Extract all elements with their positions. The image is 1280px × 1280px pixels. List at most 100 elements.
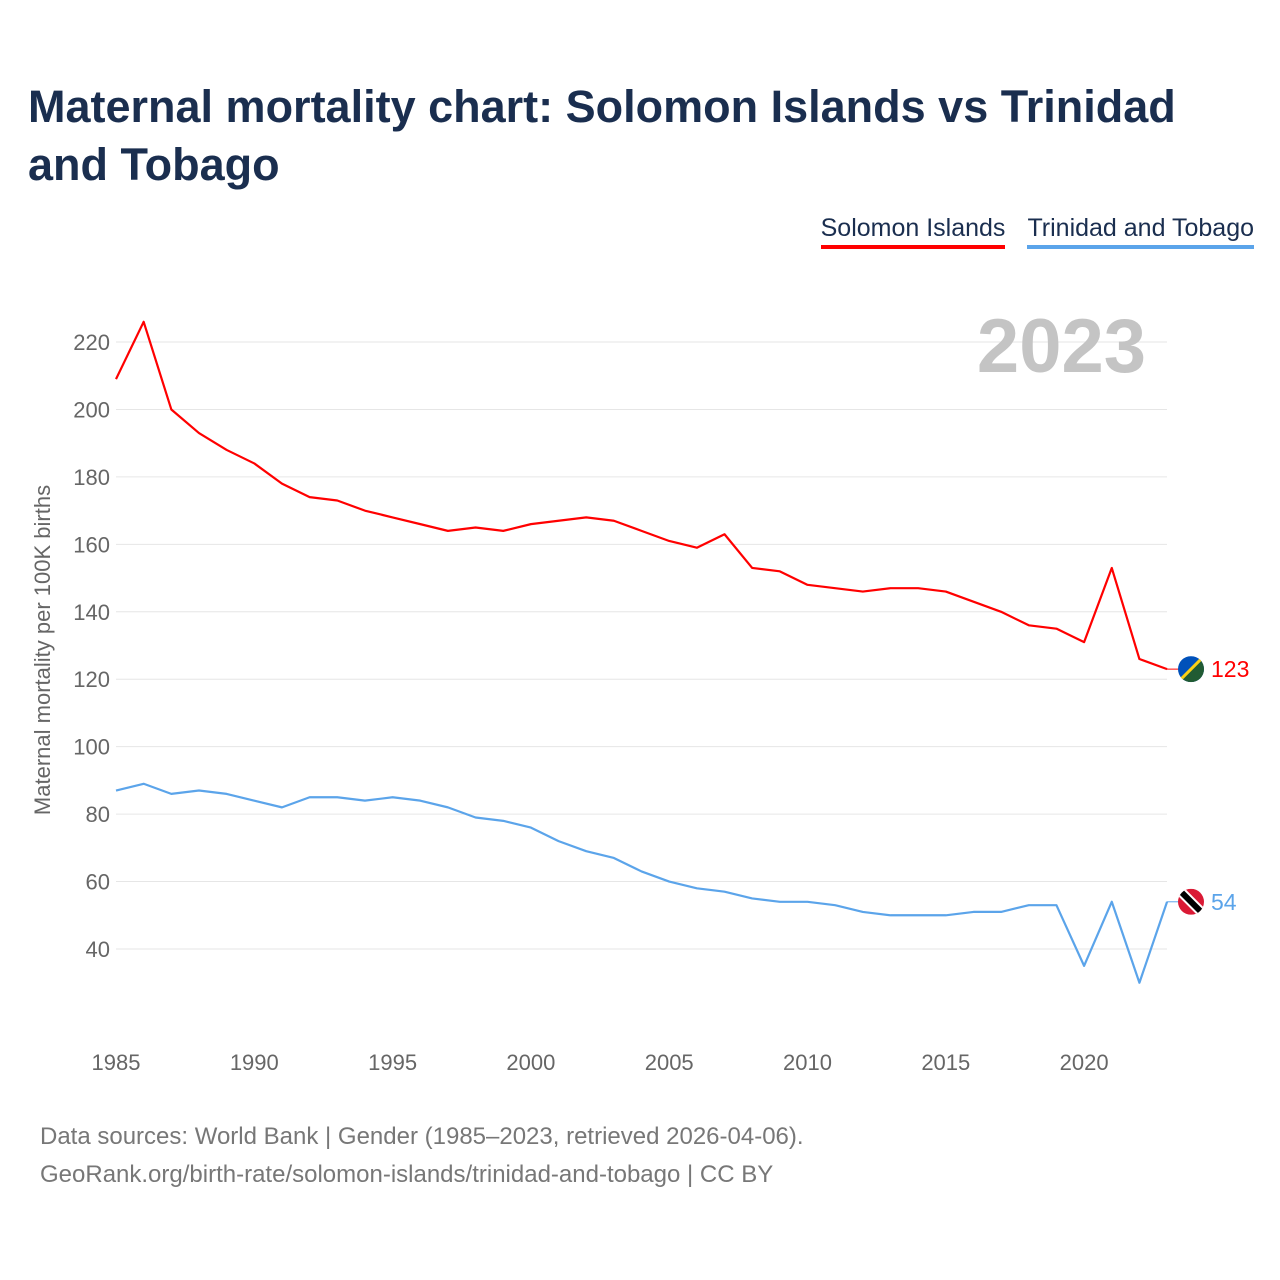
series-line-solomon-islands [115,320,1168,671]
data-point-trinidad-and-tobago [1053,902,1059,908]
end-value-label-trinidad-and-tobago: 54 [1211,889,1237,915]
data-point-solomon-islands [1081,639,1087,645]
data-point-solomon-islands [390,514,396,520]
data-point-trinidad-and-tobago [970,909,976,915]
x-tick-label: 1985 [92,1050,141,1075]
data-point-solomon-islands [694,545,700,551]
data-point-solomon-islands [805,582,811,588]
data-point-trinidad-and-tobago [639,868,645,874]
data-point-trinidad-and-tobago [307,794,313,800]
data-point-trinidad-and-tobago [1109,899,1115,905]
x-tick-label: 2005 [645,1050,694,1075]
data-point-trinidad-and-tobago [168,791,174,797]
data-point-trinidad-and-tobago [251,798,257,804]
data-point-solomon-islands [1053,626,1059,632]
data-point-solomon-islands [832,585,838,591]
data-point-solomon-islands [417,521,423,527]
data-point-trinidad-and-tobago [113,788,119,794]
data-point-trinidad-and-tobago [417,798,423,804]
data-point-solomon-islands [887,585,893,591]
flag-black [1178,888,1204,915]
data-point-solomon-islands [722,531,728,537]
flag-stripe [1178,656,1204,683]
data-point-solomon-islands [168,406,174,412]
data-point-trinidad-and-tobago [528,825,534,831]
data-point-trinidad-and-tobago [1026,902,1032,908]
data-point-trinidad-and-tobago [832,902,838,908]
data-point-solomon-islands [334,498,340,504]
legend-item-trinidad-and-tobago[interactable]: Trinidad and Tobago [1027,214,1254,249]
data-point-trinidad-and-tobago [915,912,921,918]
data-point-solomon-islands [583,514,589,520]
y-tick-label: 60 [86,870,110,895]
data-point-solomon-islands [639,528,645,534]
y-tick-label: 140 [73,600,110,625]
x-tick-label: 2000 [506,1050,555,1075]
x-tick-label: 2010 [783,1050,832,1075]
y-tick-label: 80 [86,802,110,827]
year-label: 2023 [977,304,1146,389]
data-point-solomon-islands [473,525,479,531]
data-point-trinidad-and-tobago [722,889,728,895]
legend-item-solomon-islands[interactable]: Solomon Islands [820,214,1006,249]
data-point-solomon-islands [279,481,285,487]
data-point-trinidad-and-tobago [279,804,285,810]
data-point-trinidad-and-tobago [694,885,700,891]
data-point-solomon-islands [141,319,147,325]
y-tick-label: 40 [86,937,110,962]
data-point-solomon-islands [777,568,783,574]
data-point-solomon-islands [611,518,617,524]
data-point-solomon-islands [445,528,451,534]
data-point-solomon-islands [915,585,921,591]
data-point-solomon-islands [500,528,506,534]
data-point-trinidad-and-tobago [556,838,562,844]
data-point-solomon-islands [1109,565,1115,571]
data-point-trinidad-and-tobago [196,788,202,794]
data-point-trinidad-and-tobago [362,798,368,804]
data-point-solomon-islands [666,538,672,544]
data-point-trinidad-and-tobago [749,895,755,901]
data-point-solomon-islands [113,376,119,382]
y-tick-label: 180 [73,465,110,490]
data-point-solomon-islands [970,599,976,605]
data-point-solomon-islands [556,518,562,524]
data-point-trinidad-and-tobago [777,899,783,905]
data-point-solomon-islands [1136,656,1142,662]
series-line-trinidad-and-tobago [115,782,1169,984]
data-point-solomon-islands [1026,622,1032,628]
x-tick-label: 1990 [230,1050,279,1075]
y-tick-label: 120 [73,667,110,692]
y-tick-label: 100 [73,735,110,760]
x-tick-label: 2020 [1060,1050,1109,1075]
data-point-trinidad-and-tobago [666,879,672,885]
source-text: Data sources: World Bank | Gender (1985–… [40,1123,804,1150]
data-point-trinidad-and-tobago [943,912,949,918]
data-point-solomon-islands [943,589,949,595]
flag-icon-solomon-islands [1178,656,1204,683]
data-point-trinidad-and-tobago [860,909,866,915]
end-value-label-solomon-islands: 123 [1211,656,1249,682]
data-point-solomon-islands [196,430,202,436]
y-tick-label: 160 [73,532,110,557]
data-point-solomon-islands [528,521,534,527]
data-point-trinidad-and-tobago [334,794,340,800]
data-point-solomon-islands [749,565,755,571]
data-point-trinidad-and-tobago [805,899,811,905]
x-tick-label: 1995 [368,1050,417,1075]
data-point-trinidad-and-tobago [1081,963,1087,969]
y-axis-label: Maternal mortality per 100K births [30,485,55,815]
data-point-trinidad-and-tobago [445,804,451,810]
data-point-trinidad-and-tobago [141,781,147,787]
data-point-trinidad-and-tobago [390,794,396,800]
data-point-trinidad-and-tobago [611,855,617,861]
data-point-solomon-islands [251,460,257,466]
data-point-trinidad-and-tobago [224,791,230,797]
data-point-trinidad-and-tobago [500,818,506,824]
source-url: GeoRank.org/birth-rate/solomon-islands/t… [40,1161,774,1188]
y-tick-label: 220 [73,330,110,355]
data-point-solomon-islands [307,494,313,500]
flag-icon-trinidad-and-tobago [1178,888,1204,915]
chart-title: Maternal mortality chart: Solomon Island… [28,81,1176,190]
